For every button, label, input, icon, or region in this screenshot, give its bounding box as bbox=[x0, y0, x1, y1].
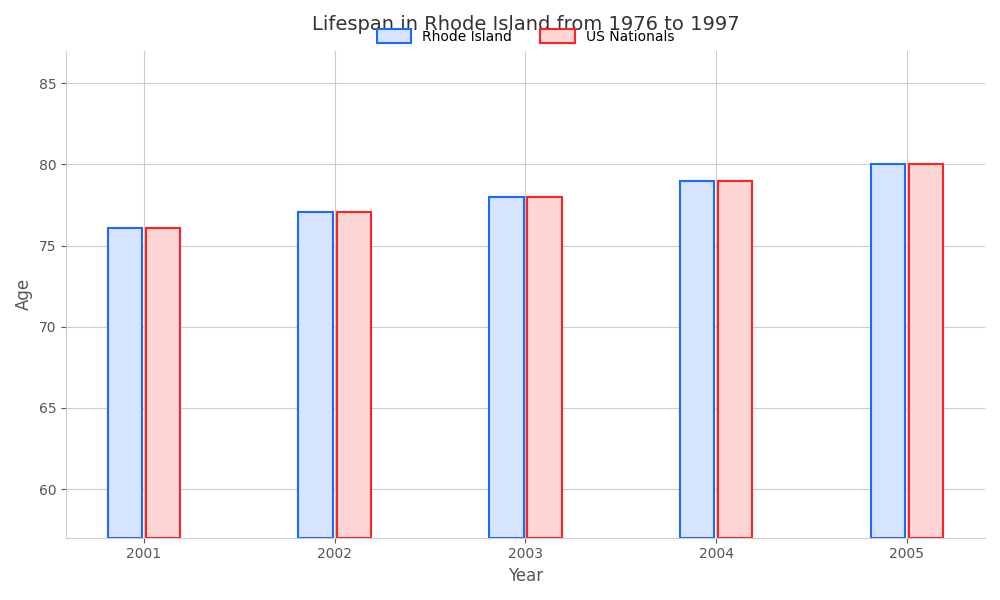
Bar bbox=[871, 164, 905, 538]
Bar bbox=[337, 212, 371, 538]
Bar bbox=[298, 212, 333, 538]
Bar bbox=[527, 197, 562, 538]
X-axis label: Year: Year bbox=[508, 567, 543, 585]
Y-axis label: Age: Age bbox=[15, 278, 33, 310]
Bar bbox=[718, 181, 752, 538]
Bar bbox=[146, 228, 180, 538]
Bar bbox=[108, 228, 142, 538]
Bar bbox=[909, 164, 943, 538]
Bar bbox=[489, 197, 524, 538]
Title: Lifespan in Rhode Island from 1976 to 1997: Lifespan in Rhode Island from 1976 to 19… bbox=[312, 15, 739, 34]
Legend: Rhode Island, US Nationals: Rhode Island, US Nationals bbox=[371, 23, 680, 50]
Bar bbox=[680, 181, 714, 538]
